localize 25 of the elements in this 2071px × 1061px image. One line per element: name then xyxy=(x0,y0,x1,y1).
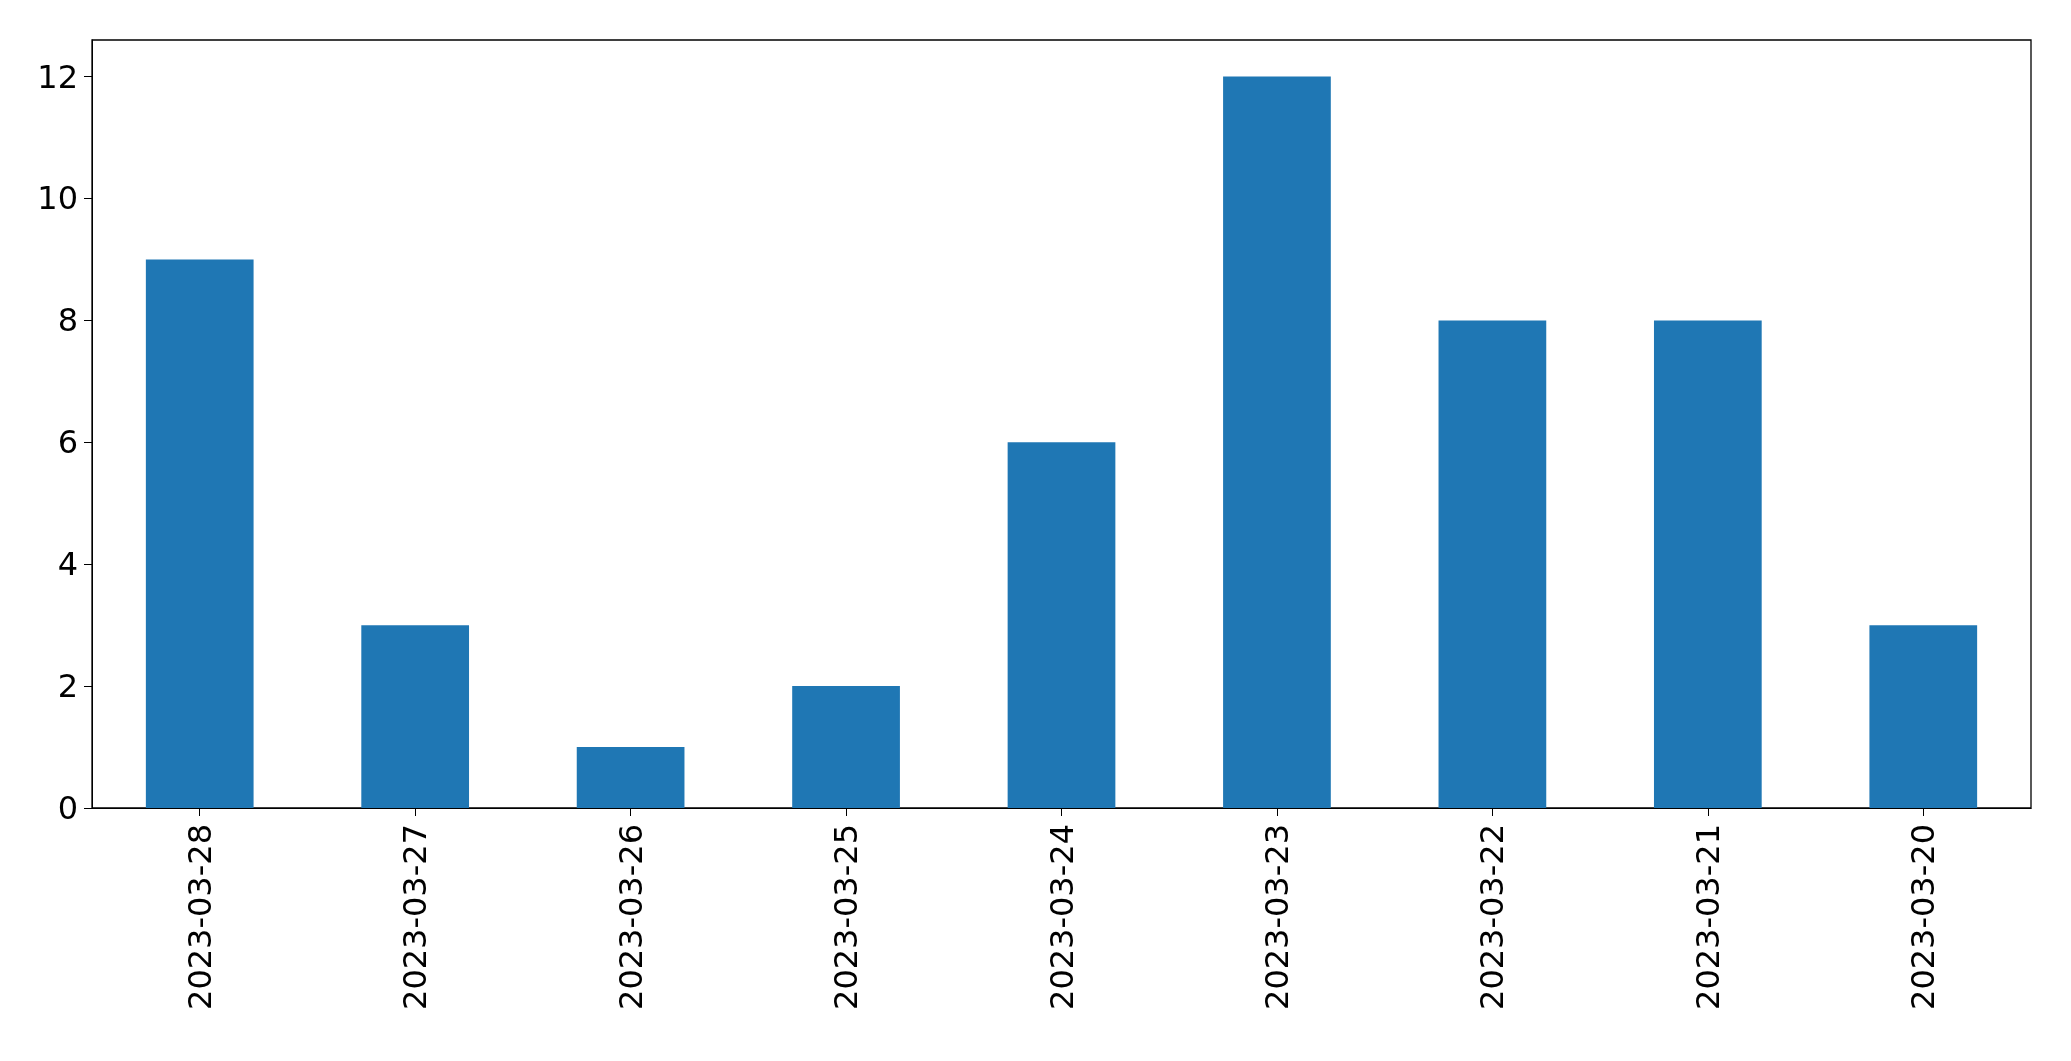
x-tick-label: 2023-03-24 xyxy=(1042,824,1081,1010)
x-tick-label: 2023-03-23 xyxy=(1257,824,1296,1010)
y-tick-label: 4 xyxy=(57,545,78,584)
x-tick-label: 2023-03-22 xyxy=(1473,824,1512,1010)
x-tick-label: 2023-03-20 xyxy=(1904,824,1943,1010)
bar xyxy=(1653,320,1762,808)
y-tick-label: 10 xyxy=(37,179,78,218)
x-tick-label: 2023-03-28 xyxy=(180,824,219,1010)
bar xyxy=(361,625,470,808)
bar xyxy=(1007,442,1116,808)
y-tick-label: 2 xyxy=(57,667,78,706)
x-tick-label: 2023-03-21 xyxy=(1688,824,1727,1010)
y-tick-label: 6 xyxy=(57,423,78,462)
x-tick-label: 2023-03-26 xyxy=(611,824,650,1010)
bar xyxy=(1438,320,1547,808)
bar xyxy=(576,747,685,808)
y-tick-label: 8 xyxy=(57,301,78,340)
bar xyxy=(1223,76,1331,808)
bar xyxy=(792,686,900,808)
x-tick-label: 2023-03-27 xyxy=(396,824,435,1010)
bar xyxy=(145,259,254,808)
x-tick-label: 2023-03-25 xyxy=(827,824,866,1010)
y-tick-label: 0 xyxy=(57,789,78,827)
y-tick-label: 12 xyxy=(37,57,78,96)
bar xyxy=(1869,625,1978,808)
